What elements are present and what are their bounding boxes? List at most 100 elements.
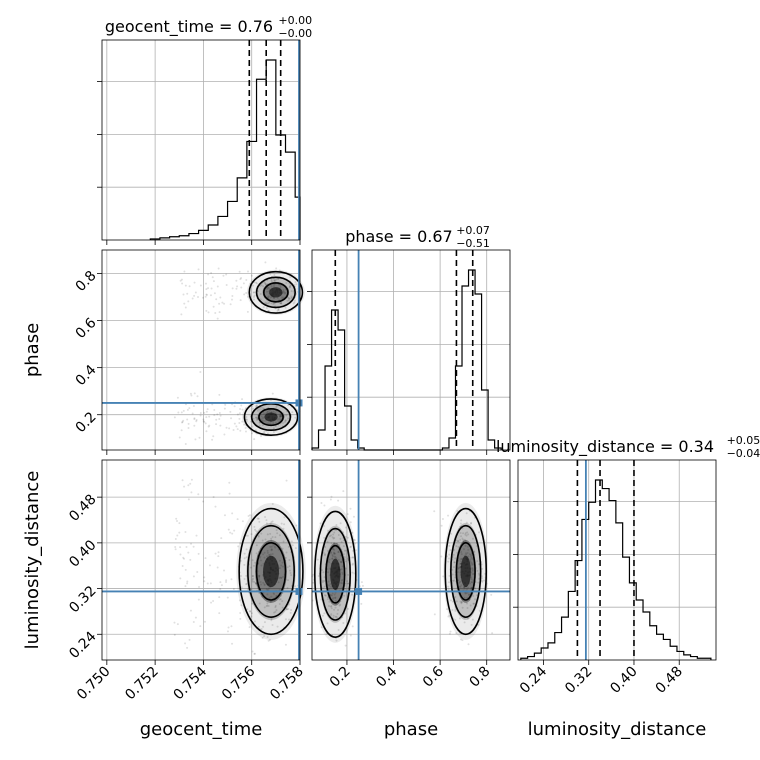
panel-luminosity_distance-geocent_time-sample [252, 564, 255, 567]
panel-luminosity_distance-phase-sample [330, 495, 333, 498]
panel-luminosity_distance-geocent_time-sample [176, 534, 179, 537]
panel-luminosity_distance-geocent_time-sample [252, 575, 255, 578]
panel-luminosity_distance-phase-sample [472, 602, 475, 605]
panel-phase-geocent_time-sample [193, 392, 196, 395]
panel-luminosity_distance-geocent_time-sample [284, 643, 287, 646]
panel-luminosity_distance-phase-sample [326, 622, 329, 625]
panel-luminosity_distance-phase-sample [477, 581, 480, 584]
panel-luminosity_distance-phase-sample [459, 600, 462, 603]
panel-luminosity_distance-phase-sample [470, 554, 473, 557]
panel-luminosity_distance-geocent_time-sample [276, 625, 279, 628]
panel-luminosity_distance-luminosity_distance-title-minus: −0.04 [727, 447, 760, 460]
panel-luminosity_distance-geocent_time-sample [192, 575, 195, 578]
panel-luminosity_distance-geocent_time-sample [280, 576, 283, 579]
panel-phase-geocent_time-sample [184, 306, 187, 309]
panel-luminosity_distance-geocent_time-sample [271, 552, 274, 555]
panel-phase-geocent_time-sample [278, 269, 281, 272]
panel-luminosity_distance-phase-sample [360, 581, 363, 584]
panel-phase-geocent_time-sample [266, 410, 269, 413]
panel-luminosity_distance-phase-sample [457, 581, 460, 584]
panel-luminosity_distance-geocent_time-sample [258, 574, 261, 577]
panel-luminosity_distance-geocent_time-sample [186, 580, 189, 583]
panel-phase-geocent_time-sample [203, 420, 206, 423]
panel-phase-geocent_time-sample [228, 427, 231, 430]
panel-luminosity_distance-geocent_time-sample [186, 646, 189, 649]
panel-luminosity_distance-geocent_time-sample [226, 596, 229, 599]
panel-luminosity_distance-phase-sample [457, 567, 460, 570]
panel-phase-geocent_time-ytick-label: 0.2 [73, 409, 100, 436]
panel-luminosity_distance-geocent_time-sample [290, 540, 293, 543]
panel-luminosity_distance-geocent_time-sample [260, 628, 263, 631]
panel-luminosity_distance-geocent_time-sample [294, 547, 297, 550]
panel-phase-geocent_time-sample [244, 427, 247, 430]
panel-phase-geocent_time-sample [216, 413, 219, 416]
panel-phase-geocent_time-sample [280, 414, 283, 417]
panel-phase-geocent_time-sample [272, 427, 275, 430]
panel-luminosity_distance-geocent_time-sample [263, 583, 266, 586]
panel-phase-geocent_time-sample [278, 415, 281, 418]
panel-luminosity_distance-phase-sample [469, 555, 472, 558]
panel-luminosity_distance-geocent_time-sample [250, 588, 253, 591]
panel-luminosity_distance-phase-sample [480, 577, 483, 580]
panel-phase-geocent_time-contour-1-2 [262, 282, 289, 303]
panel-phase-geocent_time-sample [288, 286, 291, 289]
panel-luminosity_distance-phase-sample [346, 580, 349, 583]
panel-phase-geocent_time-sample [209, 294, 212, 297]
panel-luminosity_distance-phase-sample [334, 615, 337, 618]
panel-luminosity_distance-geocent_time-sample [261, 595, 264, 598]
panel-phase-geocent_time-sample [275, 405, 278, 408]
panel-phase-geocent_time-sample [260, 415, 263, 418]
panel-phase-geocent_time-sample [214, 312, 217, 315]
panel-phase-geocent_time-sample [291, 411, 294, 414]
panel-luminosity_distance-phase-sample [462, 586, 465, 589]
panel-phase-geocent_time-sample [250, 420, 253, 423]
panel-luminosity_distance-geocent_time-sample [289, 572, 292, 575]
panel-luminosity_distance-geocent_time-sample [288, 559, 291, 562]
panel-phase-geocent_time-sample [284, 306, 287, 309]
panel-phase-geocent_time-sample [253, 294, 256, 297]
panel-luminosity_distance-phase-sample [333, 531, 336, 534]
panel-luminosity_distance-geocent_time-sample [285, 551, 288, 554]
panel-phase-geocent_time-sample [264, 283, 267, 286]
panel-luminosity_distance-geocent_time-sample [253, 525, 256, 528]
panel-luminosity_distance-phase-sample [334, 556, 337, 559]
panel-luminosity_distance-phase-sample [467, 548, 470, 551]
panel-luminosity_distance-geocent_time-sample [250, 612, 253, 615]
panel-luminosity_distance-phase-sample [342, 545, 345, 548]
panel-luminosity_distance-geocent_time-xtick-label: 0.758 [267, 664, 307, 704]
panel-luminosity_distance-phase-sample [465, 588, 468, 591]
panel-luminosity_distance-phase-sample [344, 567, 347, 570]
panel-luminosity_distance-phase-sample [323, 585, 326, 588]
panel-phase-geocent_time-sample [259, 406, 262, 409]
panel-luminosity_distance-phase-sample [332, 548, 335, 551]
panel-luminosity_distance-phase-sample [351, 562, 354, 565]
panel-luminosity_distance-phase-sample [342, 621, 345, 624]
panel-luminosity_distance-geocent_time-sample [202, 500, 205, 503]
panel-luminosity_distance-phase-sample [326, 598, 329, 601]
panel-luminosity_distance-phase-sample [471, 618, 474, 621]
panel-luminosity_distance-phase-sample [457, 540, 460, 543]
panel-phase-geocent_time-sample [261, 408, 264, 411]
panel-luminosity_distance-phase-sample [337, 629, 340, 632]
panel-luminosity_distance-geocent_time-sample [190, 542, 193, 545]
panel-luminosity_distance-phase-sample [465, 553, 468, 556]
panel-luminosity_distance-phase-sample [332, 614, 335, 617]
panel-luminosity_distance-phase-sample [333, 608, 336, 611]
panel-luminosity_distance-phase-sample [332, 597, 335, 600]
panel-phase-geocent_time-sample [244, 430, 247, 433]
panel-phase-geocent_time-sample [272, 303, 275, 306]
panel-phase-geocent_time-sample [225, 426, 228, 429]
panel-phase-geocent_time-sample [279, 286, 282, 289]
panel-phase-geocent_time-sample [293, 299, 296, 302]
panel-luminosity_distance-geocent_time-sample [219, 581, 222, 584]
panel-phase-geocent_time-sample [263, 420, 266, 423]
panel-phase-geocent_time-sample [188, 407, 191, 410]
panel-luminosity_distance-phase-sample [470, 576, 473, 579]
panel-phase-geocent_time-sample [287, 417, 290, 420]
panel-luminosity_distance-phase-sample [334, 596, 337, 599]
panel-phase-geocent_time-sample [207, 311, 210, 314]
panel-luminosity_distance-geocent_time-sample [184, 568, 187, 571]
panel-phase-geocent_time-sample [268, 300, 271, 303]
panel-luminosity_distance-geocent_time-sample [179, 553, 182, 556]
panel-luminosity_distance-geocent_time-sample [273, 611, 276, 614]
